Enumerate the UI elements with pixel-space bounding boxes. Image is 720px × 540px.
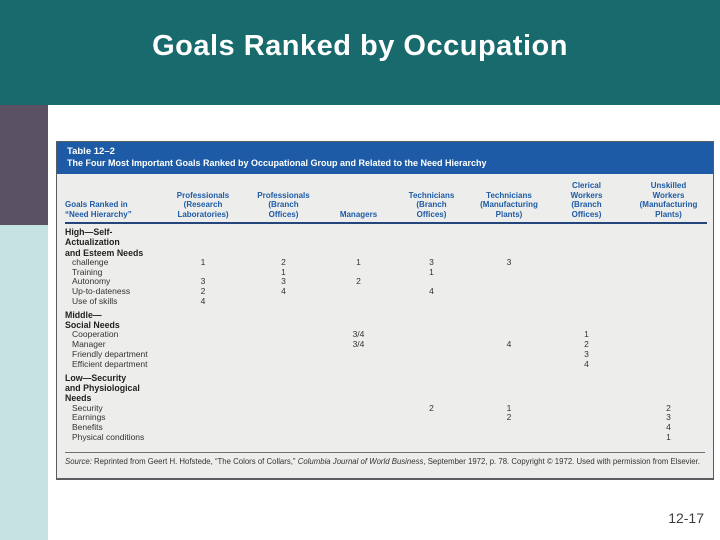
rank-cell: 2 <box>356 276 361 287</box>
goal-row: Physical conditions 1 <box>65 431 713 443</box>
section-row: High—Self- Actualization and Esteem Need… <box>65 224 713 258</box>
rank-cell: 1 <box>584 329 589 340</box>
source-text-1: Reprinted from Geert H. Hofstede, “The C… <box>91 456 298 466</box>
row-label: Physical conditions <box>72 431 145 442</box>
column-header: Clerical Workers (Branch Offices) <box>570 181 603 219</box>
goal-row: Efficient department 4 <box>65 358 713 370</box>
row-label: Earnings <box>72 412 106 423</box>
rank-cell: 4 <box>281 286 286 297</box>
row-label: Low—Security and Physiological Needs <box>65 372 140 404</box>
table-rows: High—Self- Actualization and Esteem Need… <box>65 224 713 443</box>
slide-title: Goals Ranked by Occupation <box>152 30 568 62</box>
decoration-cyan-block <box>0 225 48 540</box>
goal-row: Benefits 4 <box>65 422 713 433</box>
row-label: Manager <box>72 339 106 350</box>
row-label: High—Self- Actualization and Esteem Need… <box>65 227 144 258</box>
goal-row: Manager 3/4 4 2 <box>65 339 713 350</box>
table-body: Goals Ranked in “Need Hierarchy” Professi… <box>57 174 713 467</box>
table-header-row: Goals Ranked in “Need Hierarchy” Professi… <box>65 174 707 224</box>
row-label: Middle— Social Needs <box>65 309 120 331</box>
rank-cell: 1 <box>200 256 206 267</box>
rank-cell: 3 <box>200 276 206 287</box>
goal-row: Training 1 1 <box>65 266 713 278</box>
source-note: Source: Reprinted from Geert H. Hofstede… <box>65 451 705 467</box>
rank-cell: 2 <box>666 402 671 413</box>
decoration-purple-block <box>0 105 48 225</box>
source-label: Source: <box>65 456 92 466</box>
row-label: Autonomy <box>72 276 111 287</box>
row-label: Training <box>72 266 103 277</box>
row-label: Efficient department <box>72 358 148 369</box>
goal-row: challenge 1 2 1 3 3 <box>65 256 713 268</box>
rank-cell: 3/4 <box>352 339 365 350</box>
rank-cell: 2 <box>429 402 434 413</box>
rank-cell: 3 <box>506 256 512 267</box>
column-header: Goals Ranked in “Need Hierarchy” <box>65 200 132 219</box>
rank-cell: 2 <box>200 286 206 297</box>
rank-cell: 3 <box>281 276 286 287</box>
rank-cell: 4 <box>584 358 589 369</box>
row-label: Use of skills <box>72 296 118 307</box>
column-header: Professionals (Research Laboratories) <box>176 190 230 219</box>
rank-cell: 2 <box>281 256 286 267</box>
rank-cell: 2 <box>584 339 589 350</box>
rank-cell: 4 <box>506 339 512 350</box>
rank-cell: 2 <box>506 412 512 423</box>
source-journal: Columbia Journal of World Business <box>297 456 424 466</box>
slide-header: Goals Ranked by Occupation <box>0 0 720 105</box>
goal-row: Friendly department 3 <box>65 349 713 360</box>
row-label: Benefits <box>72 422 103 433</box>
goal-row: Cooperation 3/4 1 <box>65 330 713 340</box>
rank-cell: 1 <box>429 266 434 277</box>
rank-cell: 3 <box>429 256 434 267</box>
goal-row: Earnings 2 3 <box>65 413 713 423</box>
rank-cell: 3/4 <box>352 329 365 340</box>
goal-row: Autonomy 3 3 2 <box>65 277 713 287</box>
rank-cell: 1 <box>506 402 512 413</box>
column-header: Professionals (Branch Offices) <box>257 190 310 219</box>
row-label: Up-to-dateness <box>72 286 131 297</box>
rank-cell: 1 <box>356 256 361 267</box>
row-label: Friendly department <box>72 349 148 360</box>
rank-cell: 4 <box>666 422 671 433</box>
column-header: Managers <box>339 209 378 219</box>
rank-cell: 3 <box>666 412 671 423</box>
row-label: Security <box>72 402 103 413</box>
column-header: Technicians (Branch Offices) <box>408 190 455 219</box>
rank-cell: 4 <box>429 286 434 297</box>
section-row: Low—Security and Physiological Needs <box>65 370 713 404</box>
table-titlebar: Table 12–2 The Four Most Important Goals… <box>57 142 713 174</box>
source-text-2: , September 1972, p. 78. Copyright © 197… <box>423 456 700 466</box>
goal-row: Up-to-dateness 2 4 4 <box>65 286 713 297</box>
table-figure: Table 12–2 The Four Most Important Goals… <box>56 141 714 480</box>
table-title: The Four Most Important Goals Ranked by … <box>67 158 487 168</box>
rank-cell: 1 <box>666 431 671 442</box>
column-header: Technicians (Manufacturing Plants) <box>480 190 538 219</box>
section-row: Middle— Social Needs <box>65 307 713 331</box>
goal-row: Use of skills 4 <box>65 296 713 307</box>
row-label: challenge <box>72 256 109 267</box>
goal-row: Security 2 1 2 <box>65 402 713 414</box>
rank-cell: 3 <box>584 349 589 360</box>
rank-cell: 1 <box>281 266 286 277</box>
row-label: Cooperation <box>72 329 119 340</box>
column-header: Unskilled Workers (Manufacturing Plants) <box>639 181 698 219</box>
table-number: Table 12–2 <box>67 146 115 157</box>
page-number: 12-17 <box>668 510 704 526</box>
rank-cell: 4 <box>200 296 206 307</box>
